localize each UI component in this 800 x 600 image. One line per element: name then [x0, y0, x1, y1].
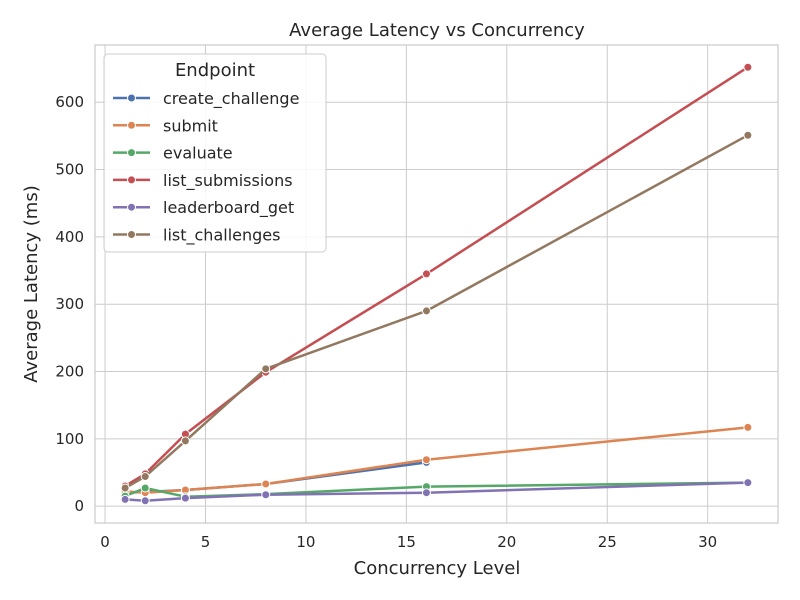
data-point	[180, 493, 190, 503]
data-point	[120, 483, 130, 493]
y-tick-label: 0	[74, 497, 84, 515]
x-axis-label: Concurrency Level	[354, 558, 521, 579]
data-point	[421, 488, 431, 498]
legend-item: submit	[113, 116, 218, 135]
data-point	[140, 483, 150, 493]
y-tick-label: 600	[55, 93, 84, 111]
plot-frame	[94, 44, 779, 524]
legend-swatch-marker	[127, 230, 136, 239]
data-point	[140, 472, 150, 482]
legend-item: create_challenge	[113, 89, 299, 109]
legend-swatch-marker	[127, 93, 136, 103]
legend-label: create_challenge	[163, 89, 299, 109]
y-tick-label: 100	[55, 430, 84, 448]
series-list_challenges	[120, 130, 753, 493]
data-point	[421, 455, 431, 465]
x-tick-label: 5	[201, 533, 211, 551]
legend-label: submit	[163, 116, 218, 135]
x-tick-label: 25	[598, 533, 617, 551]
data-point	[743, 130, 753, 140]
data-point	[421, 306, 431, 316]
legend-swatch-marker	[127, 120, 136, 130]
legend-label: evaluate	[163, 144, 233, 163]
y-tick-label: 300	[55, 295, 84, 313]
data-point	[261, 479, 271, 489]
legend-title: Endpoint	[175, 60, 255, 81]
legend-item: evaluate	[113, 144, 233, 163]
legend-label: list_submissions	[163, 171, 293, 191]
legend-swatch-marker	[127, 202, 136, 212]
data-point	[743, 422, 753, 432]
data-point	[261, 364, 271, 374]
series-layer	[120, 62, 753, 506]
legend-item: list_challenges	[113, 226, 280, 246]
legend-swatch-marker	[127, 148, 136, 158]
data-point	[421, 269, 431, 279]
x-tick-label: 0	[100, 533, 110, 551]
data-point	[261, 490, 271, 500]
x-tick-label: 10	[296, 533, 315, 551]
legend-label: leaderboard_get	[163, 198, 294, 218]
data-point	[180, 436, 190, 446]
x-tick-label: 15	[397, 533, 416, 551]
x-axis: 0 5 10 15 20 25 30	[100, 533, 717, 551]
y-tick-label: 400	[55, 228, 84, 246]
x-tick-label: 30	[698, 533, 717, 551]
chart-title: Average Latency vs Concurrency	[289, 20, 585, 41]
x-tick-label: 20	[497, 533, 516, 551]
y-axis-label: Average Latency (ms)	[21, 185, 42, 382]
data-point	[743, 478, 753, 488]
data-point	[120, 494, 130, 504]
y-tick-label: 200	[55, 363, 84, 381]
data-point	[140, 496, 150, 506]
legend-item: leaderboard_get	[113, 198, 294, 218]
legend-box	[103, 53, 327, 253]
legend-item: list_submissions	[113, 171, 293, 191]
y-axis: 0 100 200 300 400 500 600	[55, 93, 84, 515]
series-leaderboard_get	[120, 478, 753, 506]
legend-label: list_challenges	[163, 226, 280, 246]
data-point	[743, 62, 753, 72]
y-tick-label: 500	[55, 161, 84, 179]
legend-swatch-marker	[127, 175, 136, 185]
